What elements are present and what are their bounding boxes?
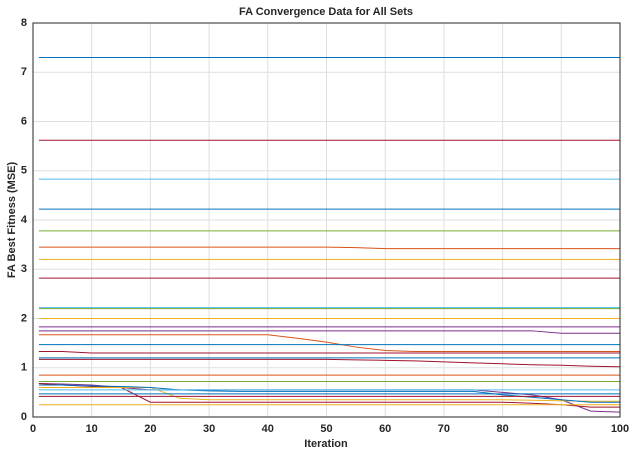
x-tick-label: 50	[320, 423, 332, 435]
y-tick-label: 4	[21, 214, 28, 226]
y-tick-label: 5	[21, 165, 27, 177]
y-tick-label: 2	[21, 312, 27, 324]
x-tick-label: 20	[144, 423, 156, 435]
y-tick-label: 7	[21, 66, 27, 78]
series-line	[38, 383, 620, 408]
y-tick-label: 1	[21, 362, 27, 374]
series-line	[38, 350, 620, 354]
y-tick-label: 0	[21, 411, 27, 423]
x-tick-label: 10	[86, 423, 98, 435]
y-tick-label: 3	[21, 263, 27, 275]
y-axis-label: FA Best Fitness (MSE)	[6, 162, 18, 279]
chart-title: FA Convergence Data for All Sets	[239, 6, 413, 18]
y-tick-label: 6	[21, 115, 27, 127]
series-line	[38, 330, 620, 334]
x-tick-label: 80	[496, 423, 508, 435]
series-line	[38, 334, 620, 352]
plot-frame	[32, 22, 621, 418]
x-axis-label: Iteration	[304, 438, 348, 450]
x-tick-label: 60	[379, 423, 391, 435]
x-tick-label: 30	[203, 423, 215, 435]
series-line	[38, 358, 621, 368]
x-tick-label: 40	[262, 423, 274, 435]
series-line	[38, 246, 620, 250]
series-line	[38, 386, 620, 402]
x-tick-label: 70	[438, 423, 450, 435]
y-tick-label: 8	[21, 17, 27, 29]
x-tick-label: 90	[555, 423, 567, 435]
x-tick-label: 0	[30, 423, 36, 435]
x-tick-label: 100	[611, 423, 629, 435]
